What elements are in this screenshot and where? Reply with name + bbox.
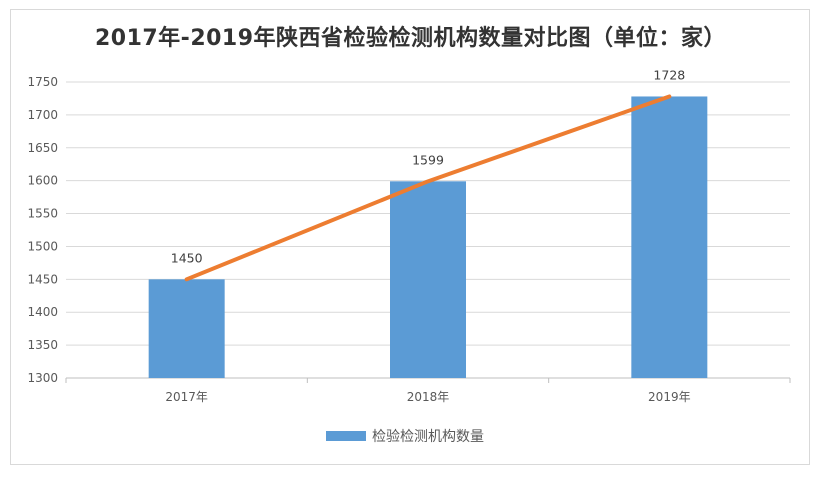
y-tick-label: 1450 [27,272,58,286]
trend-line [184,94,672,282]
bar [148,279,225,378]
legend-swatch [326,431,366,441]
legend-label: 检验检测机构数量 [372,429,484,445]
y-tick-label: 1600 [27,174,58,188]
data-label: 1450 [171,250,203,265]
data-label: 1599 [412,152,444,167]
bar [390,181,466,378]
x-tick-label: 2018年 [407,390,450,404]
y-tick-label: 1400 [27,305,58,319]
y-tick-label: 1350 [27,338,58,352]
legend: 检验检测机构数量 [326,426,484,446]
y-tick-label: 1650 [27,141,58,155]
y-tick-label: 1300 [27,371,58,385]
x-tick-label: 2017年 [165,390,208,404]
y-tick-label: 1700 [27,108,58,122]
y-tick-label: 1550 [27,207,58,221]
x-tick-label: 2019年 [648,390,691,404]
y-tick-label: 1500 [27,239,58,253]
y-tick-label: 1750 [27,75,58,89]
bar [631,96,708,379]
data-label: 1728 [653,67,685,82]
chart-title: 2017年-2019年陕西省检验检测机构数量对比图（单位：家） [94,26,727,51]
